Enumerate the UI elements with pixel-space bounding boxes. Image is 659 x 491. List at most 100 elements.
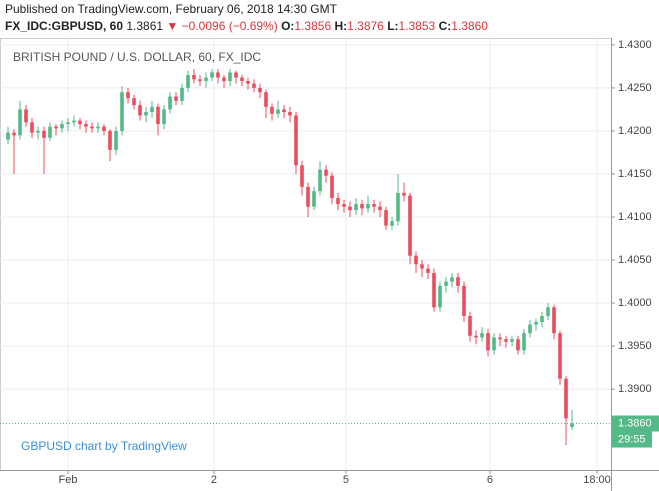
h-value: 1.3876 xyxy=(347,19,384,33)
candle-body xyxy=(234,72,238,78)
candle-body xyxy=(444,281,448,286)
countdown-box xyxy=(612,431,652,448)
candle-body xyxy=(378,206,382,211)
candle-body xyxy=(84,124,88,127)
candle-body xyxy=(372,204,376,207)
candle-body xyxy=(534,321,538,325)
candle-body xyxy=(36,130,40,133)
candle-body xyxy=(144,112,148,116)
candle-body xyxy=(426,268,430,273)
published-line: Published on TradingView.com, February 0… xyxy=(5,2,337,16)
y-tick-label: 1.4150 xyxy=(618,168,652,180)
candle-body xyxy=(168,96,172,110)
candle-body xyxy=(18,109,22,136)
candle-body xyxy=(294,115,298,166)
candle-body xyxy=(564,378,568,419)
x-tick-label: 18:00 xyxy=(583,474,611,486)
candle-body xyxy=(228,72,232,82)
symbol: FX_IDC:GBPUSD, 60 xyxy=(5,19,124,33)
candle-body xyxy=(366,204,370,209)
candle-body xyxy=(306,186,310,207)
candle-body xyxy=(222,77,226,82)
candle-body xyxy=(192,75,196,80)
candle-body xyxy=(456,277,460,286)
candle-body xyxy=(258,87,262,93)
h-label: H: xyxy=(334,19,348,33)
candle-body xyxy=(486,333,490,351)
candle-body xyxy=(348,206,352,211)
candle-body xyxy=(498,337,502,340)
candle-body xyxy=(66,122,70,125)
candle-body xyxy=(288,112,292,116)
candle-body xyxy=(138,105,142,116)
candle-body xyxy=(42,130,46,138)
candle-body xyxy=(162,109,166,125)
candle-body xyxy=(102,126,106,131)
candle-body xyxy=(216,72,220,78)
candle-body xyxy=(96,126,100,129)
candle-body xyxy=(174,96,178,101)
x-tick-label: 5 xyxy=(343,474,349,486)
plot-frame xyxy=(0,38,612,471)
candle-body xyxy=(492,337,496,351)
candle-body xyxy=(450,277,454,282)
candle-body xyxy=(12,132,16,136)
annotation: GBPUSD chart by TradingView xyxy=(21,439,187,453)
candle-body xyxy=(6,132,10,140)
l-value: 1.3853 xyxy=(398,19,436,33)
candle-body xyxy=(276,109,280,114)
candle-body xyxy=(402,192,406,196)
candle-body xyxy=(546,307,550,316)
candle-body xyxy=(342,204,346,207)
candle-body xyxy=(414,255,418,265)
header: Published on TradingView.com, February 0… xyxy=(0,0,659,38)
y-tick-label: 1.4050 xyxy=(618,254,652,266)
candle-body xyxy=(552,307,556,334)
y-tick-label: 1.4000 xyxy=(618,297,652,309)
last: 1.3861 xyxy=(126,19,164,33)
candle-body xyxy=(468,315,472,336)
candle-body xyxy=(360,204,364,209)
y-tick-label: 1.4250 xyxy=(618,82,652,94)
candle-body xyxy=(156,106,160,125)
candle-body xyxy=(474,335,478,338)
candle-body xyxy=(528,324,532,334)
candle-body xyxy=(504,339,508,342)
change: −0.0096 (−0.69%) xyxy=(181,19,278,33)
countdown: 29:55 xyxy=(618,433,646,445)
candle-body xyxy=(90,126,94,129)
candle-body xyxy=(24,109,28,123)
chart-title: BRITISH POUND / U.S. DOLLAR, 60, FX_IDC xyxy=(13,50,261,64)
candle-body xyxy=(432,272,436,308)
candle-body xyxy=(510,339,514,342)
candle-body xyxy=(462,285,466,316)
candle-body xyxy=(438,285,442,308)
candle-body xyxy=(540,315,544,322)
o-label: O: xyxy=(281,19,295,33)
last-price-label: 1.3860 xyxy=(618,417,652,429)
candle-body xyxy=(318,169,322,192)
candle-body xyxy=(48,126,52,138)
candle-body xyxy=(252,83,256,88)
candle-body xyxy=(30,122,34,133)
y-tick-label: 1.4100 xyxy=(618,211,652,223)
candle-body xyxy=(282,109,286,113)
candle-body xyxy=(54,126,58,129)
candle-body xyxy=(558,333,562,379)
candle-body xyxy=(420,264,424,269)
y-tick-label: 1.4300 xyxy=(618,39,652,51)
candle-body xyxy=(204,77,208,82)
candle-body xyxy=(312,191,316,207)
candle-body xyxy=(396,192,400,222)
candle-body xyxy=(180,87,184,101)
candle-body xyxy=(270,106,274,114)
candle-body xyxy=(78,120,82,125)
x-tick-label: 6 xyxy=(487,474,493,486)
c-label: C: xyxy=(438,19,452,33)
candle-body xyxy=(384,210,388,226)
l-label: L: xyxy=(387,19,399,33)
o-value: 1.3856 xyxy=(294,19,332,33)
candle-body xyxy=(210,72,214,78)
candle-body xyxy=(240,77,244,82)
